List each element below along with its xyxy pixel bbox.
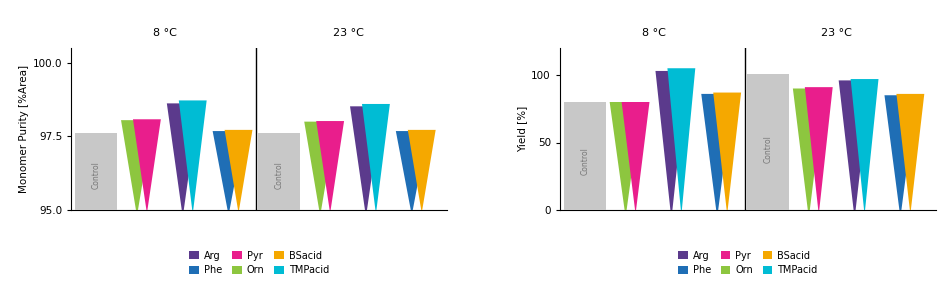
Polygon shape xyxy=(897,94,924,210)
Polygon shape xyxy=(362,104,389,210)
Legend: Arg, Phe, Pyr, Orn, BSacid, TMPacid: Arg, Phe, Pyr, Orn, BSacid, TMPacid xyxy=(189,250,329,275)
Polygon shape xyxy=(167,103,199,210)
Polygon shape xyxy=(668,68,695,210)
Polygon shape xyxy=(884,95,917,210)
Polygon shape xyxy=(850,79,879,210)
Text: 23 °C: 23 °C xyxy=(821,28,852,38)
Polygon shape xyxy=(75,133,117,210)
Polygon shape xyxy=(713,92,741,210)
Legend: Arg, Phe, Pyr, Orn, BSacid, TMPacid: Arg, Phe, Pyr, Orn, BSacid, TMPacid xyxy=(678,250,818,275)
Polygon shape xyxy=(350,106,382,210)
Text: 8 °C: 8 °C xyxy=(641,28,665,38)
Polygon shape xyxy=(179,100,207,210)
Text: 23 °C: 23 °C xyxy=(332,28,364,38)
Polygon shape xyxy=(564,102,606,210)
Polygon shape xyxy=(213,131,244,210)
Polygon shape xyxy=(396,131,428,210)
Polygon shape xyxy=(610,102,641,210)
Text: Control: Control xyxy=(580,148,589,175)
Text: Control: Control xyxy=(91,161,101,189)
Polygon shape xyxy=(839,80,870,210)
Y-axis label: Yield [%]: Yield [%] xyxy=(517,106,527,152)
Polygon shape xyxy=(701,94,733,210)
Polygon shape xyxy=(408,130,436,210)
Polygon shape xyxy=(121,120,153,210)
Polygon shape xyxy=(224,130,253,210)
Polygon shape xyxy=(805,87,833,210)
Polygon shape xyxy=(793,88,825,210)
Text: Control: Control xyxy=(764,135,772,163)
Polygon shape xyxy=(304,122,336,210)
Text: 8 °C: 8 °C xyxy=(153,28,177,38)
Y-axis label: Monomer Purity [%Area]: Monomer Purity [%Area] xyxy=(19,65,28,193)
Polygon shape xyxy=(621,102,650,210)
Polygon shape xyxy=(656,71,688,210)
Polygon shape xyxy=(747,74,788,210)
Text: Control: Control xyxy=(275,161,284,189)
Polygon shape xyxy=(316,121,344,210)
Polygon shape xyxy=(258,133,300,210)
Polygon shape xyxy=(133,119,161,210)
